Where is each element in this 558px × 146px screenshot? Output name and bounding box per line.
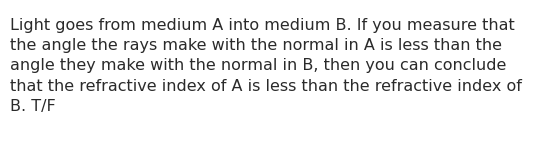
Text: Light goes from medium A into medium B. If you measure that
the angle the rays m: Light goes from medium A into medium B. … <box>10 18 522 114</box>
